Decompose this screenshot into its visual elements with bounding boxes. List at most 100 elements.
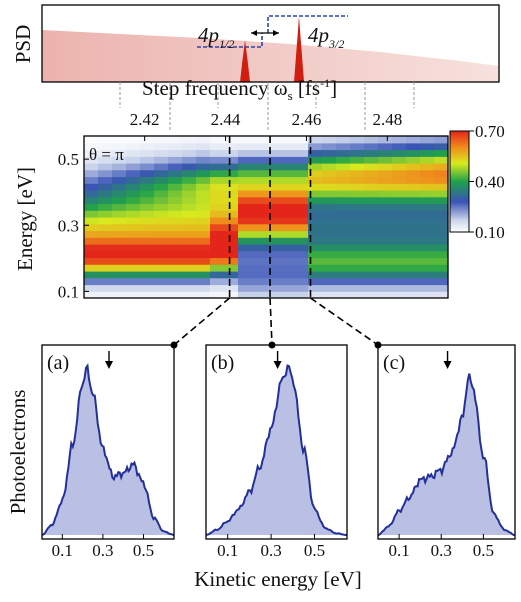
heatmap-cell	[168, 169, 183, 178]
heatmap-cell	[210, 223, 225, 232]
heatmap-cell	[364, 176, 379, 184]
heatmap-cell	[336, 277, 351, 286]
spectrum-area	[42, 365, 174, 535]
heatmap-cell	[196, 291, 211, 298]
heatmap-cell	[182, 149, 197, 157]
heatmap-cell	[280, 264, 295, 272]
heatmap-cell	[266, 142, 281, 151]
heatmap-cell	[126, 230, 141, 238]
heatmap-cell	[364, 203, 379, 211]
heatmap-cell	[126, 183, 141, 191]
heatmap-cell	[336, 176, 351, 184]
heatmap-cell	[378, 136, 393, 144]
heatmap-cell	[350, 264, 365, 272]
heatmap-cell	[112, 136, 127, 144]
heatmap-cell	[294, 237, 309, 245]
heatmap-cell	[336, 257, 351, 265]
heatmap-cell	[378, 244, 393, 252]
heatmap-cell	[336, 210, 351, 218]
heatmap-cell	[336, 284, 351, 292]
heatmap-cell	[140, 244, 155, 252]
heatmap-cell	[252, 169, 267, 178]
heatmap-cell	[378, 203, 393, 211]
heatmap-cell	[434, 237, 448, 245]
heatmap-cell	[210, 210, 225, 218]
heatmap-cell	[308, 149, 323, 157]
heatmap-cell	[252, 176, 267, 184]
heatmap-cell	[266, 149, 281, 157]
heatmap-cell	[420, 277, 435, 286]
step-frequency-label: Step frequency ωs [fs-1]	[142, 76, 337, 103]
heatmap-cell	[308, 230, 323, 238]
heatmap-cell	[294, 196, 309, 205]
heatmap-cell	[392, 210, 407, 218]
spectrum-frame	[377, 344, 516, 540]
heatmap-cell	[98, 142, 113, 151]
heatmap-cell	[98, 271, 113, 279]
y-tick-label: 0.5	[58, 150, 79, 169]
heatmap-cell	[378, 156, 393, 164]
heatmap-cell	[322, 277, 337, 286]
heatmap-cell	[420, 257, 435, 265]
heatmap-cell	[196, 149, 211, 157]
heatmap-cell	[280, 196, 295, 205]
heatmap-cell	[294, 264, 309, 272]
heatmap-cell	[168, 291, 183, 298]
heatmap-cell	[224, 190, 239, 198]
heatmap-cell	[308, 244, 323, 252]
heatmap-cell	[182, 271, 197, 279]
energy-axis-label: Energy [eV]	[13, 167, 37, 271]
heatmap-cell	[420, 217, 435, 225]
heatmap-cell	[182, 284, 197, 292]
heatmap-cell	[420, 223, 435, 232]
heatmap-cell	[308, 210, 323, 218]
heatmap-cell	[322, 169, 337, 178]
heatmap-cell	[378, 210, 393, 218]
heatmap-cell	[154, 142, 169, 151]
heatmap-cell	[294, 223, 309, 232]
heatmap-cell	[140, 237, 155, 245]
heatmap-cell	[364, 217, 379, 225]
heatmap-cell	[224, 183, 239, 191]
spectrum-line	[205, 364, 348, 537]
heatmap-cell	[126, 169, 141, 178]
heatmap-cell	[434, 264, 448, 272]
heatmap-cell	[322, 223, 337, 232]
colorbar-ticks: 0.70 0.40 0.10	[469, 122, 505, 242]
heatmap-cell	[294, 136, 309, 144]
heatmap-cell	[84, 176, 99, 184]
heatmap-cell	[350, 271, 365, 279]
heatmap-cell	[364, 271, 379, 279]
heatmap-cell	[322, 230, 337, 238]
heatmap-cell	[98, 149, 113, 157]
heatmap-cell	[84, 149, 99, 157]
heatmap-cell	[434, 217, 448, 225]
heatmap-cell	[182, 230, 197, 238]
heatmap-cell	[140, 169, 155, 178]
heatmap-cell	[238, 156, 253, 164]
heatmap-cell	[266, 136, 281, 144]
heatmap-cell	[126, 223, 141, 232]
heatmap-cell	[434, 244, 448, 252]
heatmap-cell	[406, 223, 421, 232]
heatmap-cell	[84, 244, 99, 252]
heatmap-cell	[126, 284, 141, 292]
heatmap-cell	[168, 264, 183, 272]
heatmap-cell	[322, 250, 337, 259]
heatmap-cell	[308, 163, 323, 171]
heatmap-cell	[322, 183, 337, 191]
heatmap-cell	[350, 244, 365, 252]
heatmap-cell	[154, 210, 169, 218]
kinetic-energy-axis-label: Kinetic energy [eV]	[194, 567, 362, 591]
heatmap-cell	[266, 169, 281, 178]
heatmap-cell	[224, 163, 239, 171]
heatmap-cell	[224, 223, 239, 232]
heatmap-cell	[238, 257, 253, 265]
heatmap-cell	[252, 244, 267, 252]
heatmap-cell	[168, 237, 183, 245]
heatmap-cell	[126, 277, 141, 286]
heatmap-cell	[182, 291, 197, 298]
heatmap-cell	[364, 196, 379, 205]
heatmap-cell	[210, 149, 225, 157]
heatmap-cell	[140, 203, 155, 211]
